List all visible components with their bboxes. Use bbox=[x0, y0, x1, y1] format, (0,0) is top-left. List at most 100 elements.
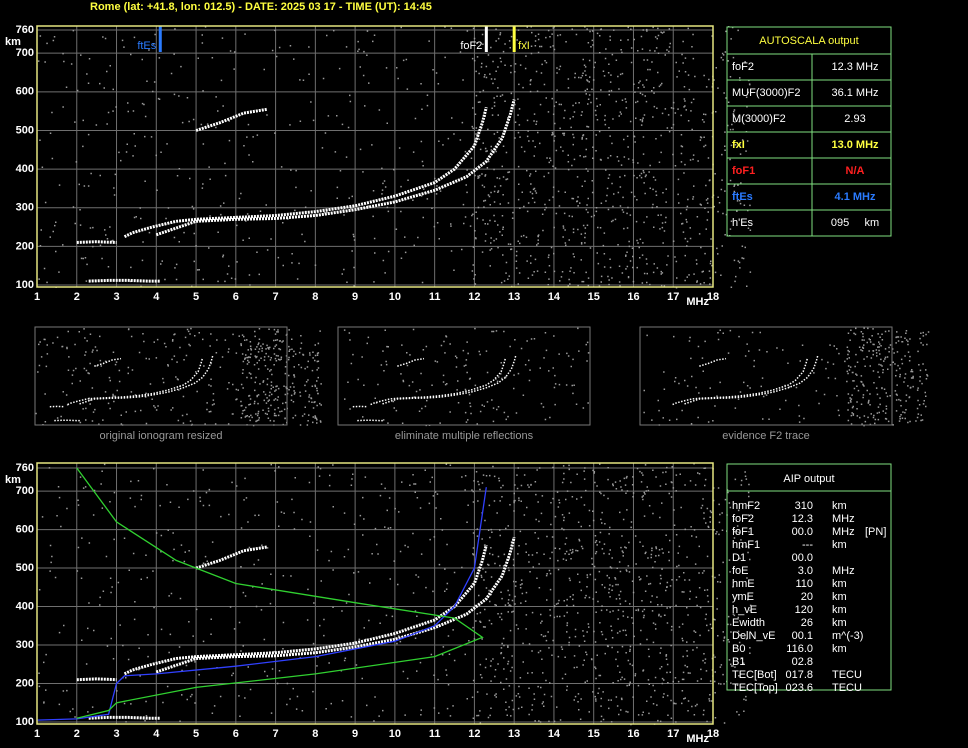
x-tick-label: 18 bbox=[707, 291, 719, 303]
aip-cell: Ewidth bbox=[732, 617, 765, 629]
autoscala-title: AUTOSCALA output bbox=[759, 35, 858, 47]
thumb-trace bbox=[79, 354, 214, 405]
aip-cell: 120 bbox=[795, 604, 813, 616]
trace bbox=[155, 536, 516, 674]
aip-cell: m^(-3) bbox=[832, 630, 863, 642]
autoscala-label: ftEs bbox=[732, 191, 753, 203]
thumb-trace bbox=[672, 357, 809, 406]
aip-cell: 017.8 bbox=[785, 669, 813, 681]
autoscala-label: M(3000)F2 bbox=[732, 113, 786, 125]
x-tick-label: 10 bbox=[389, 291, 401, 303]
aip-cell: TEC[Top] bbox=[732, 682, 778, 694]
plot-frame bbox=[36, 462, 714, 725]
thumb-trace bbox=[397, 357, 425, 367]
aip-cell: 26 bbox=[801, 617, 813, 629]
x-tick-label: 6 bbox=[233, 291, 239, 303]
noise bbox=[643, 327, 892, 426]
autoscala-value: 4.1 MHz bbox=[835, 191, 876, 203]
y-tick-label: 200 bbox=[16, 677, 34, 689]
y-tick-label: 760 bbox=[16, 24, 34, 36]
y-tick-label: 200 bbox=[16, 240, 34, 252]
x-tick-label: 8 bbox=[312, 291, 318, 303]
x-unit: MHz bbox=[686, 733, 709, 745]
aip-cell: km bbox=[832, 539, 847, 551]
noise bbox=[35, 327, 323, 427]
y-tick-label: 100 bbox=[16, 279, 34, 291]
aip-cell: km bbox=[832, 617, 847, 629]
x-tick-label: 7 bbox=[273, 728, 279, 740]
autoscala-value: 12.3 MHz bbox=[831, 61, 878, 73]
aip-cell: B1 bbox=[732, 656, 745, 668]
noise bbox=[343, 327, 930, 427]
y-tick-label: 100 bbox=[16, 716, 34, 728]
y-tick-label: 400 bbox=[16, 163, 34, 175]
aip-cell: 20 bbox=[801, 591, 813, 603]
plot-frame bbox=[36, 25, 714, 288]
aip-cell: MHz bbox=[832, 526, 855, 538]
trace bbox=[76, 467, 484, 719]
x-tick-label: 14 bbox=[548, 728, 561, 740]
trace bbox=[88, 715, 161, 720]
x-tick-label: 1 bbox=[34, 291, 40, 303]
y-tick-label: 700 bbox=[16, 47, 34, 59]
autoscala-value: 13.0 MHz bbox=[831, 139, 879, 151]
trace bbox=[195, 107, 268, 132]
thumb-caption: eliminate multiple reflections bbox=[395, 430, 534, 442]
autoscala-value: 2.93 bbox=[844, 113, 865, 125]
marker-label: foF2 bbox=[460, 40, 482, 52]
trace bbox=[76, 240, 117, 244]
y-unit: km bbox=[5, 36, 21, 48]
trace bbox=[195, 545, 268, 570]
y-unit: km bbox=[5, 474, 21, 486]
x-tick-label: 17 bbox=[667, 728, 679, 740]
autoscala-label: MUF(3000)F2 bbox=[732, 87, 800, 99]
x-tick-label: 10 bbox=[389, 728, 401, 740]
aip-cell: ymE bbox=[732, 591, 754, 603]
x-tick-label: 14 bbox=[548, 291, 561, 303]
noise bbox=[37, 26, 752, 289]
aip-cell: TECU bbox=[832, 682, 862, 694]
thumb-trace bbox=[699, 357, 727, 367]
trace bbox=[123, 106, 488, 239]
y-tick-label: 700 bbox=[16, 485, 34, 497]
x-tick-label: 12 bbox=[468, 291, 480, 303]
x-tick-label: 18 bbox=[707, 728, 719, 740]
trace bbox=[123, 544, 488, 676]
x-tick-label: 6 bbox=[233, 728, 239, 740]
y-tick-label: 600 bbox=[16, 523, 34, 535]
aip-cell: km bbox=[832, 643, 847, 655]
aip-cell: D1 bbox=[732, 552, 746, 564]
thumb-trace bbox=[370, 357, 507, 406]
x-tick-label: 9 bbox=[352, 291, 358, 303]
x-tick-label: 16 bbox=[627, 291, 639, 303]
x-tick-label: 11 bbox=[429, 728, 441, 740]
trace bbox=[88, 278, 161, 283]
x-tick-label: 4 bbox=[153, 728, 160, 740]
marker bbox=[484, 26, 488, 52]
x-tick-label: 13 bbox=[508, 728, 520, 740]
aip-cell: 310 bbox=[795, 500, 813, 512]
marker-label: ftEs bbox=[137, 40, 156, 52]
y-tick-label: 300 bbox=[16, 639, 34, 651]
x-tick-label: 2 bbox=[74, 728, 80, 740]
x-tick-label: 15 bbox=[588, 728, 600, 740]
aip-cell: km bbox=[832, 500, 847, 512]
y-tick-label: 600 bbox=[16, 86, 34, 98]
autoscala-value: 095 km bbox=[831, 217, 879, 229]
aip-cell: DelN_vE bbox=[732, 630, 775, 642]
thumb-trace bbox=[684, 354, 819, 405]
aip-cell: foF2 bbox=[732, 513, 754, 525]
autoscala-label: foF1 bbox=[732, 165, 755, 177]
x-tick-label: 7 bbox=[273, 291, 279, 303]
thumb-frame bbox=[34, 326, 288, 426]
aip-cell: --- bbox=[802, 539, 813, 551]
aip-cell: 00.0 bbox=[792, 552, 813, 564]
aip-frame bbox=[726, 463, 892, 691]
aip-cell: hmF1 bbox=[732, 539, 760, 551]
x-tick-label: 9 bbox=[352, 728, 358, 740]
y-tick-label: 400 bbox=[16, 600, 34, 612]
x-tick-label: 3 bbox=[113, 728, 119, 740]
x-tick-label: 4 bbox=[153, 291, 160, 303]
